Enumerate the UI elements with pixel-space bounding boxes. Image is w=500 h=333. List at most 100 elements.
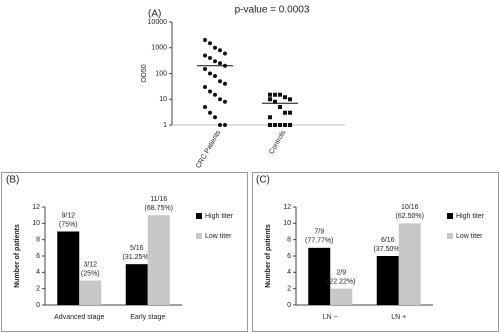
y-tick-label: 12	[32, 204, 40, 211]
data-point	[208, 89, 212, 94]
bar	[79, 280, 102, 305]
x-tick-label: CRC Patients	[195, 129, 223, 170]
data-point	[218, 123, 222, 127]
bar	[376, 256, 399, 305]
y-tick-label: 1000	[151, 45, 167, 52]
data-point	[208, 110, 212, 115]
data-point	[273, 99, 277, 104]
y-axis-label: OD50	[141, 64, 148, 82]
legend-swatch	[447, 233, 453, 239]
value-label: 6/16	[381, 237, 395, 244]
x-tick-label: Early stage	[130, 314, 165, 321]
y-axis-label: Number of patients	[265, 224, 272, 288]
x-tick-label: LN +	[391, 314, 406, 321]
bar	[147, 215, 170, 305]
data-point	[213, 45, 217, 50]
data-point	[268, 92, 272, 97]
data-point	[213, 115, 217, 120]
value-label: (22.22%)	[327, 279, 355, 286]
data-point	[208, 41, 212, 46]
data-point	[218, 79, 222, 84]
y-tick-label: 2	[287, 286, 291, 293]
panel-label: (C)	[256, 175, 270, 186]
panel-frame	[1, 172, 248, 332]
y-tick-label: 12	[283, 204, 291, 211]
y-tick-label: 6	[287, 253, 291, 260]
legend-swatch	[447, 213, 453, 219]
data-point	[268, 123, 272, 127]
value-label: (37.50%)	[374, 246, 402, 253]
y-tick-label: 2	[36, 286, 40, 293]
data-point	[268, 115, 272, 120]
value-label: (25%)	[81, 270, 100, 277]
y-tick-label: 0	[36, 302, 40, 309]
y-tick-label: 10000	[148, 19, 168, 26]
legend-label: Low titer	[205, 233, 232, 240]
data-point	[273, 92, 277, 97]
value-label: (77.77%)	[305, 238, 333, 245]
data-point	[223, 123, 227, 127]
bar	[308, 247, 331, 305]
panel-label: (A)	[148, 9, 161, 20]
bar	[57, 231, 80, 305]
chart-title: p-value = 0.0003	[235, 5, 310, 16]
data-point	[213, 73, 217, 78]
data-point	[218, 61, 222, 66]
value-label: 3/12	[83, 261, 97, 268]
legend-label: High titer	[205, 213, 234, 220]
value-label: 10/16	[401, 204, 419, 211]
y-tick-label: 8	[287, 237, 291, 244]
data-point	[203, 84, 207, 89]
value-label: (75%)	[59, 221, 78, 228]
value-label: 9/12	[61, 212, 75, 219]
data-point	[213, 92, 217, 97]
data-point	[203, 53, 207, 58]
panel-label: (B)	[6, 175, 19, 186]
y-tick-label: 10	[32, 220, 40, 227]
data-point	[203, 66, 207, 71]
data-point	[223, 81, 227, 86]
data-point	[208, 71, 212, 76]
y-tick-label: 8	[36, 237, 40, 244]
bar	[398, 223, 421, 305]
y-tick-label: 4	[287, 269, 291, 276]
data-point	[213, 59, 217, 64]
data-point	[278, 92, 282, 97]
legend-label: High titer	[456, 213, 485, 220]
data-point	[268, 97, 272, 102]
y-tick-label: 100	[155, 70, 167, 77]
value-label: (62.50%)	[396, 213, 424, 220]
value-label: (68.75%)	[145, 205, 173, 212]
data-point	[223, 51, 227, 56]
value-label: 7/9	[314, 229, 324, 236]
data-point	[218, 97, 222, 102]
data-point	[203, 105, 207, 110]
data-point	[278, 105, 282, 110]
panel-frame	[252, 172, 499, 332]
value-label: 11/16	[150, 196, 167, 203]
data-point	[278, 123, 282, 127]
bar	[330, 288, 353, 305]
data-point	[218, 48, 222, 53]
y-tick-label: 0	[287, 302, 291, 309]
y-tick-label: 10	[283, 220, 291, 227]
y-tick-label: 4	[36, 269, 40, 276]
legend-swatch	[196, 213, 202, 219]
value-label: (31.25%)	[123, 254, 151, 261]
x-tick-label: Controls	[268, 129, 287, 156]
value-label: 2/9	[336, 270, 346, 277]
data-point	[283, 95, 287, 100]
data-point	[223, 99, 227, 104]
data-point	[283, 110, 287, 115]
value-label: 5/16	[130, 245, 144, 252]
data-point	[208, 55, 212, 60]
data-point	[203, 37, 207, 42]
x-tick-label: Advanced stage	[54, 314, 104, 321]
y-axis-label: Number of patients	[14, 224, 21, 288]
data-point	[288, 97, 292, 102]
legend-label: Low titer	[456, 233, 483, 240]
y-tick-label: 6	[36, 253, 40, 260]
data-point	[273, 123, 277, 127]
x-tick-label: LN −	[323, 314, 338, 321]
